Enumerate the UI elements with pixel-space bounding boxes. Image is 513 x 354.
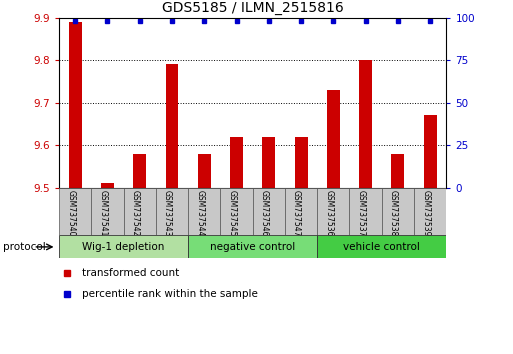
Text: GSM737540: GSM737540 <box>66 190 75 236</box>
Bar <box>198 154 211 188</box>
Bar <box>317 235 446 258</box>
Bar <box>59 188 91 235</box>
Text: GSM737541: GSM737541 <box>98 190 107 236</box>
Text: GSM737539: GSM737539 <box>421 190 430 236</box>
Text: GSM737543: GSM737543 <box>163 190 172 236</box>
Bar <box>424 115 437 188</box>
Bar <box>262 137 275 188</box>
Bar <box>317 188 349 235</box>
Bar <box>221 188 252 235</box>
Bar <box>327 90 340 188</box>
Bar <box>91 188 124 235</box>
Text: GSM737536: GSM737536 <box>324 190 333 236</box>
Bar <box>59 235 188 258</box>
Text: protocol: protocol <box>3 242 45 252</box>
Bar <box>188 235 317 258</box>
Bar <box>124 188 156 235</box>
Bar <box>294 137 307 188</box>
Bar <box>414 188 446 235</box>
Bar <box>252 188 285 235</box>
Text: GSM737538: GSM737538 <box>389 190 398 236</box>
Text: GSM737542: GSM737542 <box>131 190 140 236</box>
Text: negative control: negative control <box>210 242 295 252</box>
Title: GDS5185 / ILMN_2515816: GDS5185 / ILMN_2515816 <box>162 1 344 15</box>
Bar <box>391 154 404 188</box>
Bar <box>166 64 179 188</box>
Bar <box>188 188 221 235</box>
Text: GSM737546: GSM737546 <box>260 190 269 236</box>
Text: GSM737537: GSM737537 <box>357 190 366 236</box>
Bar <box>230 137 243 188</box>
Text: GSM737544: GSM737544 <box>195 190 204 236</box>
Text: vehicle control: vehicle control <box>343 242 420 252</box>
Bar <box>101 183 114 188</box>
Bar <box>133 154 146 188</box>
Bar <box>359 60 372 188</box>
Bar <box>285 188 317 235</box>
Text: Wig-1 depletion: Wig-1 depletion <box>83 242 165 252</box>
Text: GSM737545: GSM737545 <box>227 190 236 236</box>
Bar <box>382 188 414 235</box>
Bar <box>156 188 188 235</box>
Text: GSM737547: GSM737547 <box>292 190 301 236</box>
Bar <box>349 188 382 235</box>
Bar <box>69 22 82 188</box>
Text: percentile rank within the sample: percentile rank within the sample <box>82 289 258 299</box>
Text: transformed count: transformed count <box>82 268 180 278</box>
